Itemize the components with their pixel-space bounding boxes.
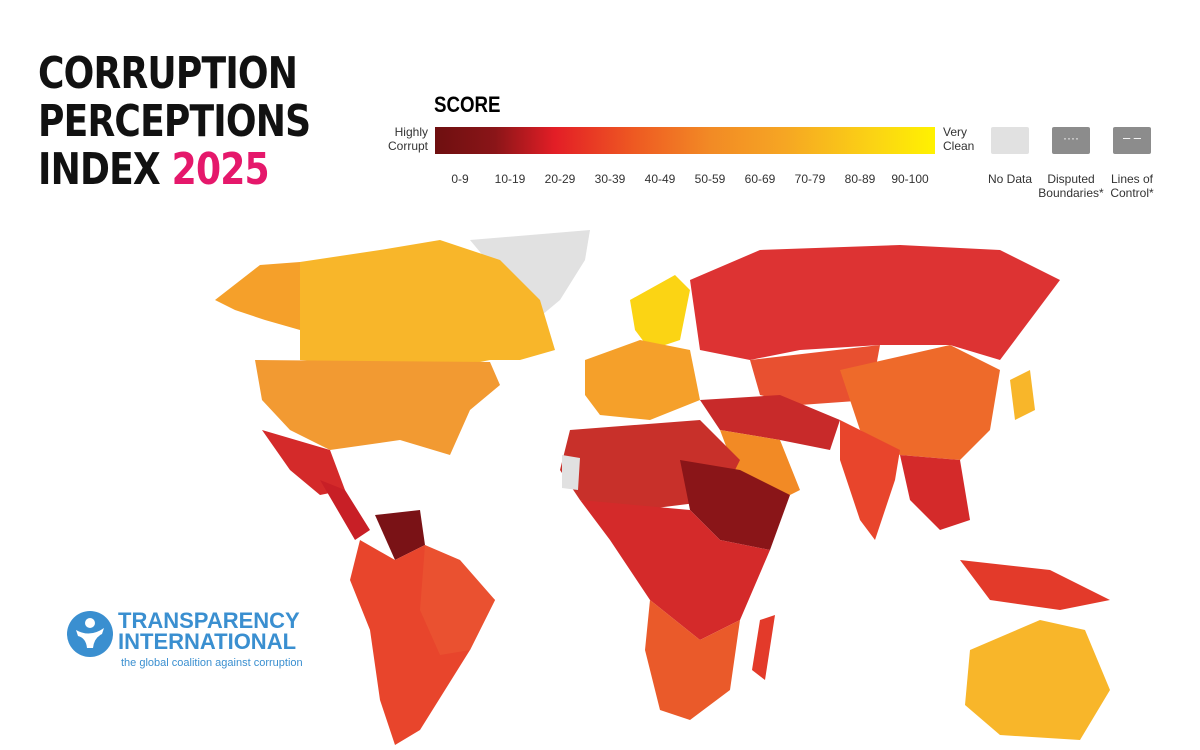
logo-tagline: the global coalition against corruption xyxy=(121,657,303,669)
region-central-america xyxy=(320,480,370,540)
legend-tick: 40-49 xyxy=(644,172,676,186)
legend-tick: 50-59 xyxy=(694,172,726,186)
region-southeast-asia xyxy=(900,455,970,530)
legend-high-label: Very Clean xyxy=(943,125,975,153)
legend-color-scale xyxy=(435,127,935,154)
region-alaska xyxy=(215,262,300,330)
legend-tick: 80-89 xyxy=(844,172,876,186)
disputed-boundaries-swatch: ···· xyxy=(1052,127,1090,154)
legend-low-label: Highly Corrupt xyxy=(387,125,428,153)
no-data-swatch xyxy=(991,127,1029,154)
legend-heading: SCORE xyxy=(434,92,501,117)
region-europe-north xyxy=(630,275,690,350)
legend-tick: 60-69 xyxy=(744,172,776,186)
region-middle-east xyxy=(700,395,840,450)
legend-tick: 10-19 xyxy=(494,172,526,186)
logo-name: TRANSPARENCY INTERNATIONAL xyxy=(118,608,300,654)
title-year: 2025 xyxy=(171,144,270,195)
region-greenland xyxy=(470,230,590,325)
region-india xyxy=(840,420,900,540)
disputed-boundaries-label: Disputed Boundaries* xyxy=(1038,172,1104,200)
title-line: CORRUPTION xyxy=(38,48,298,99)
lines-of-control-label: Lines of Control* xyxy=(1110,172,1154,200)
transparency-international-logo: TRANSPARENCY INTERNATIONAL the global co… xyxy=(66,610,303,669)
region-australia xyxy=(965,620,1110,740)
region-central-africa xyxy=(580,500,770,640)
legend-tick: 30-39 xyxy=(594,172,626,186)
legend-tick: 0-9 xyxy=(451,172,469,186)
region-brazil xyxy=(420,545,495,655)
region-madagascar xyxy=(752,615,775,680)
region-western-sahara xyxy=(562,455,580,490)
legend-tick: 20-29 xyxy=(544,172,576,186)
no-data-label: No Data xyxy=(987,172,1033,186)
page-title: CORRUPTION PERCEPTIONS INDEX 2025 xyxy=(38,48,311,195)
title-line: INDEX xyxy=(38,144,161,195)
region-southern-africa xyxy=(645,600,740,720)
region-mexico xyxy=(262,430,345,495)
region-russia xyxy=(690,245,1060,360)
region-canada xyxy=(300,240,555,370)
region-china xyxy=(840,345,1000,460)
region-usa xyxy=(255,360,500,455)
lines-of-control-swatch: – – xyxy=(1113,127,1151,154)
region-europe-west xyxy=(585,340,700,420)
legend-tick: 90-100 xyxy=(891,172,929,186)
region-indonesia xyxy=(960,560,1110,610)
globe-person-icon xyxy=(67,611,113,657)
title-line: PERCEPTIONS xyxy=(38,96,311,147)
legend-ticks: 0-9 10-19 20-29 30-39 40-49 50-59 60-69 … xyxy=(435,172,935,186)
region-venezuela xyxy=(375,510,425,560)
region-japan xyxy=(1010,370,1035,420)
legend-tick: 70-79 xyxy=(794,172,826,186)
